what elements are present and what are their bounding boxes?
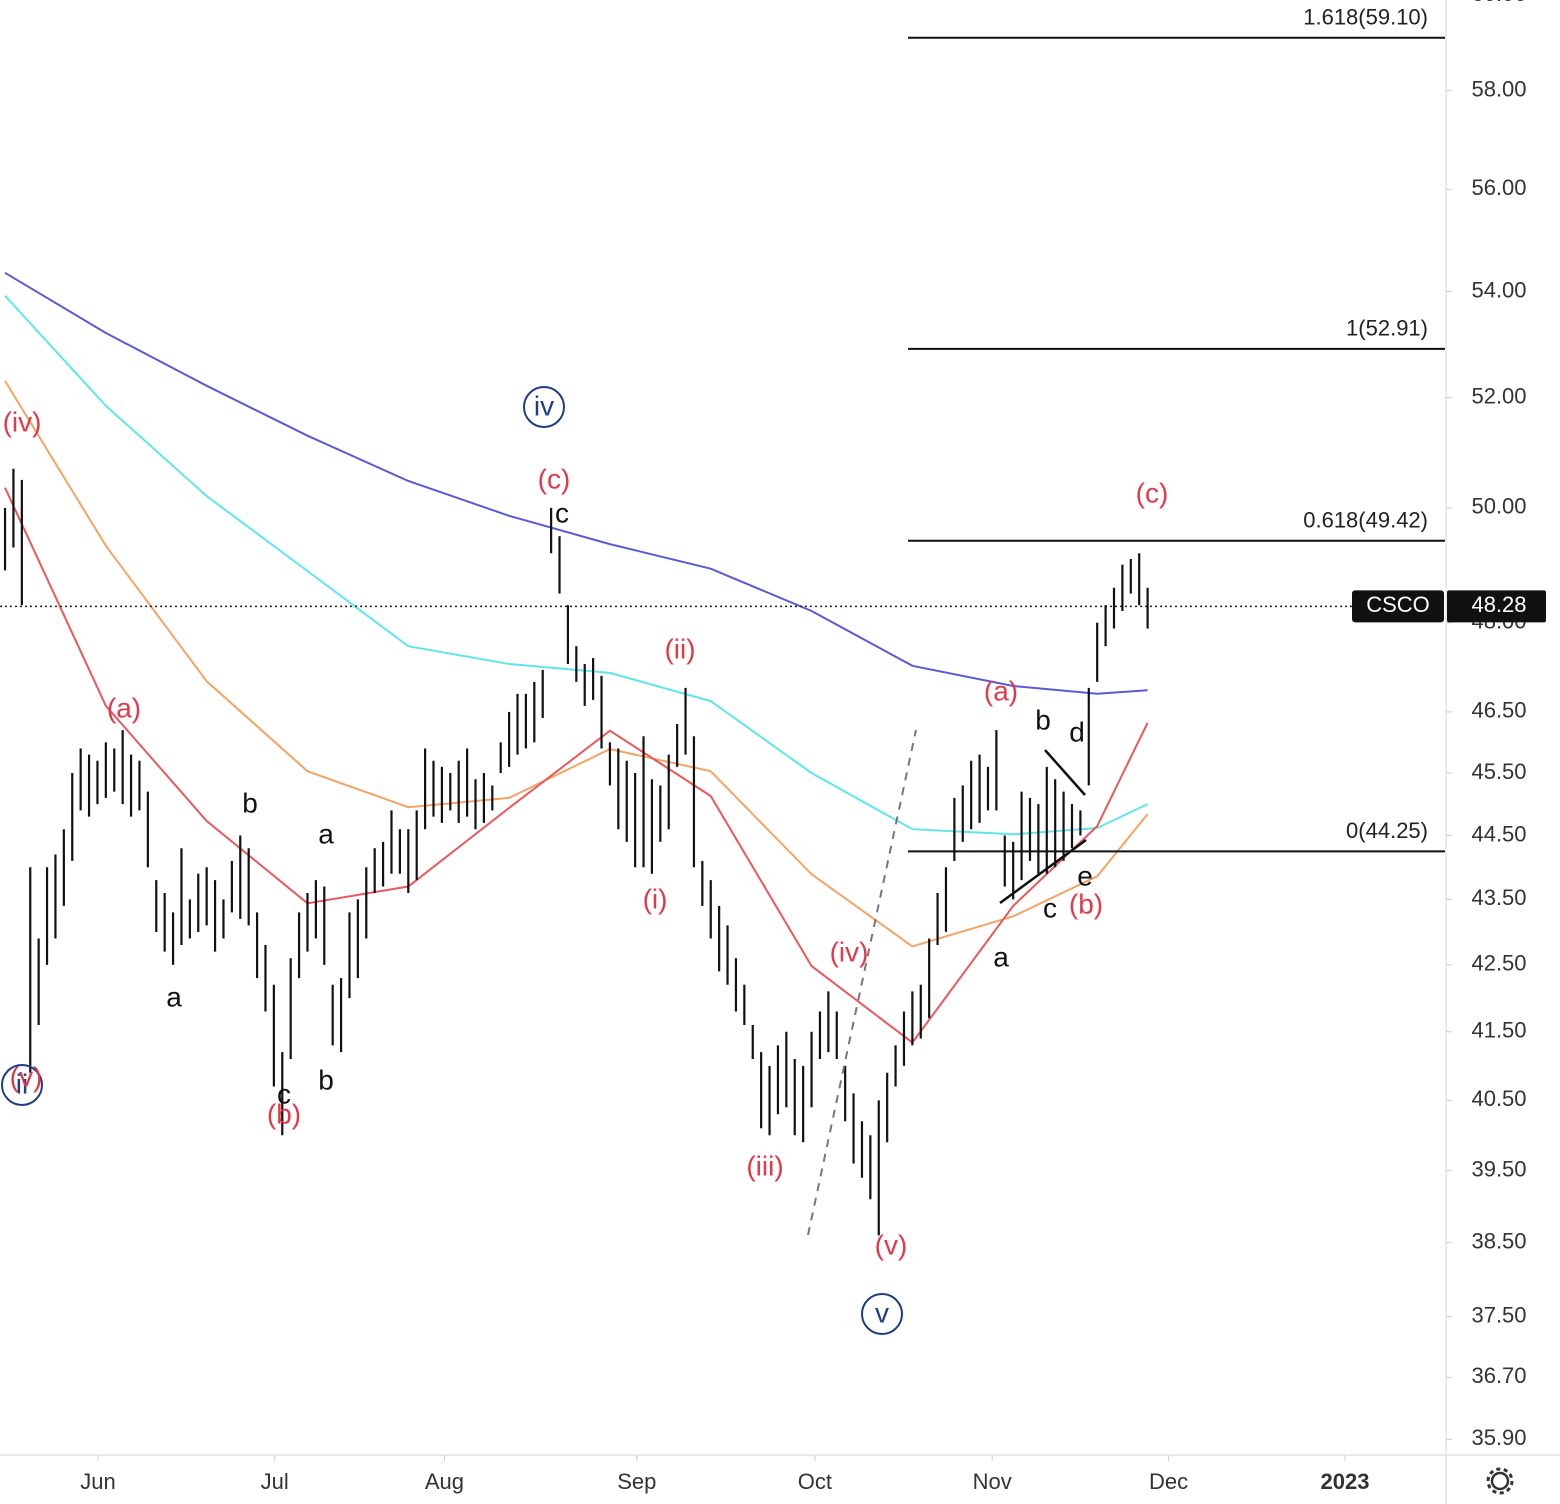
triangle-line [1044, 749, 1086, 796]
fib-label: 1.618(59.10) [1303, 5, 1428, 30]
gear-teeth[interactable] [1486, 1467, 1514, 1495]
wave-label: iv [534, 390, 554, 421]
wave-circle [861, 1293, 903, 1335]
symbol-label: CSCO [1366, 592, 1430, 617]
wave-label: c [555, 497, 569, 528]
wave-label: a [166, 981, 182, 1012]
annotations: (iv)iv(c)c(a)baac(b)bii(v)(ii)(i)(iii)(i… [1, 386, 1169, 1335]
y-tick-label: 38.50 [1471, 1229, 1526, 1254]
wave-label: d [1069, 716, 1085, 747]
wave-label: c [1043, 892, 1057, 923]
x-tick-label: Oct [798, 1469, 832, 1494]
wave-label: b [242, 787, 258, 818]
wave-label: (c) [1136, 477, 1169, 508]
y-tick-label: 42.50 [1471, 951, 1526, 976]
wave-label: (a) [107, 692, 141, 723]
price-label: 48.28 [1471, 592, 1526, 617]
x-tick-label: Sep [617, 1469, 656, 1494]
wave-label: (iv) [830, 936, 869, 967]
wave-label: a [993, 941, 1009, 972]
trend-line [807, 729, 917, 1236]
x-tick-label: Jul [261, 1469, 289, 1494]
wave-circle [523, 386, 565, 428]
y-tick-label: 58.00 [1471, 76, 1526, 101]
y-tick-label: 39.50 [1471, 1156, 1526, 1181]
x-tick-label: Jun [80, 1469, 115, 1494]
wave-label: b [1035, 704, 1051, 735]
wave-label: ii [16, 1068, 28, 1099]
y-tick-label: 56.00 [1471, 175, 1526, 200]
y-tick-label: 44.50 [1471, 821, 1526, 846]
wave-label: (v) [875, 1229, 908, 1260]
x-tick-label: Nov [973, 1469, 1012, 1494]
y-tick-label: 41.50 [1471, 1018, 1526, 1043]
settings-icon[interactable] [1486, 1467, 1514, 1495]
wave-label: (c) [538, 463, 571, 494]
wave-label: c [277, 1078, 291, 1109]
y-tick-label: 43.50 [1471, 885, 1526, 910]
price-badge [1447, 590, 1546, 623]
fib-label: 1(52.91) [1346, 316, 1428, 341]
y-tick-label: 40.50 [1471, 1086, 1526, 1111]
wave-label: (iv) [3, 406, 42, 437]
wave-label: (b) [267, 1098, 301, 1129]
y-tick-label: 45.50 [1471, 759, 1526, 784]
wave-label: (ii) [664, 633, 695, 664]
wave-label: b [318, 1064, 334, 1095]
y-tick-label: 37.50 [1471, 1303, 1526, 1328]
wave-label: (a) [984, 675, 1018, 706]
moving-average [4, 487, 1149, 1045]
y-tick-label: 35.90 [1471, 1425, 1526, 1450]
y-tick-label: 36.70 [1471, 1363, 1526, 1388]
moving-average [4, 271, 1148, 695]
y-tick-label: 46.50 [1471, 698, 1526, 723]
wave-label: (b) [1069, 888, 1103, 919]
y-tick-label: 60.00 [1471, 0, 1526, 6]
axes: 60.0058.0056.0054.0052.0050.0048.0046.50… [80, 0, 1546, 1494]
triangle-line [999, 838, 1087, 905]
wave-label: v [875, 1297, 889, 1328]
fib-label: 0.618(49.42) [1303, 508, 1428, 533]
plot-area: 1.618(59.10) 1(52.91) 0.618(49.42) 0(44.25) [0, 5, 1445, 1236]
x-tick-label: 2023 [1321, 1469, 1370, 1494]
wave-label: a [318, 818, 334, 849]
gear-ring[interactable] [1490, 1471, 1510, 1491]
y-tick-label: 50.00 [1471, 494, 1526, 519]
x-tick-label: Dec [1149, 1469, 1188, 1494]
y-tick-label: 52.00 [1471, 383, 1526, 408]
wave-circle [1, 1064, 43, 1106]
y-tick-label: 54.00 [1471, 277, 1526, 302]
wave-label: (v) [10, 1061, 43, 1092]
wave-label: e [1077, 860, 1093, 891]
wave-label: (iii) [746, 1150, 783, 1181]
symbol-badge [1352, 590, 1444, 623]
x-tick-label: Aug [425, 1469, 464, 1494]
wave-label: (i) [643, 883, 668, 914]
moving-average [4, 295, 1149, 836]
fib-label: 0(44.25) [1346, 818, 1428, 843]
